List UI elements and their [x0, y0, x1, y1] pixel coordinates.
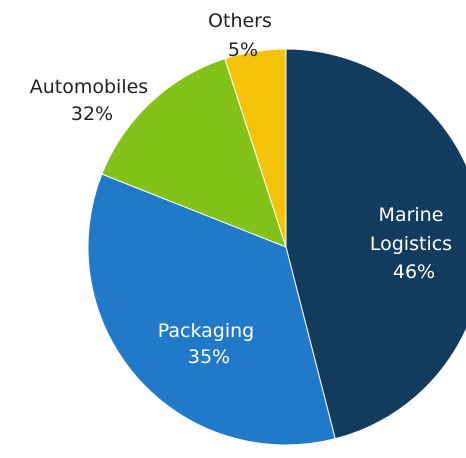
pie-slice-packaging: [87, 173, 336, 446]
slice-label-automobiles: Automobiles 32%: [30, 76, 155, 125]
pie-slice-marine-logistics: [285, 48, 466, 440]
pie-slice-others: [224, 48, 287, 248]
pie-slices: [87, 48, 466, 446]
slice-label-marine-logistics: Marine Logistics 46%: [370, 204, 458, 283]
slice-label-packaging: Packaging 35%: [158, 320, 261, 368]
slice-label-others: Others 5%: [208, 10, 278, 61]
